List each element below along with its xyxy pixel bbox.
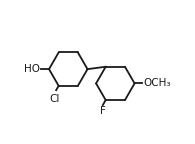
Text: HO: HO	[24, 64, 40, 74]
Text: Cl: Cl	[50, 94, 60, 104]
Text: F: F	[100, 106, 106, 116]
Text: OCH₃: OCH₃	[143, 78, 171, 88]
